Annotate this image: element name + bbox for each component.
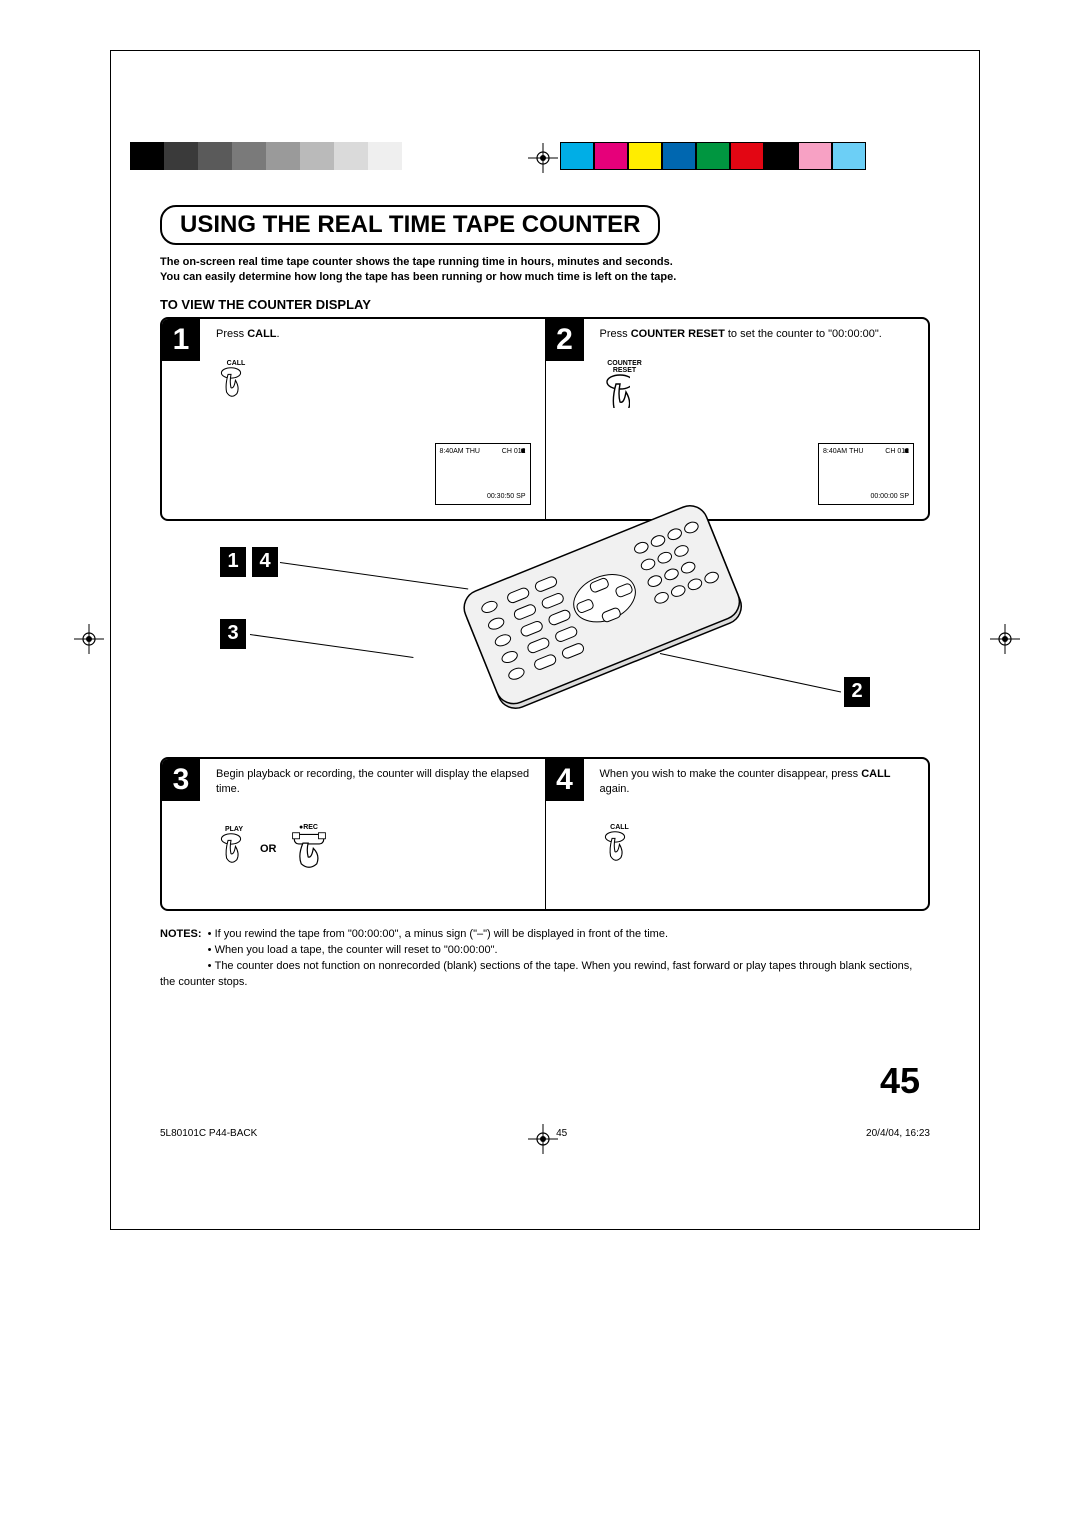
hand-press-rec-icon xyxy=(285,831,333,869)
osd-sp: SP xyxy=(900,493,909,500)
footer-timestamp: 20/4/04, 16:23 xyxy=(866,1128,930,1139)
step-text: Press COUNTER RESET to set the counter t… xyxy=(600,327,919,342)
intro-line-1: The on-screen real time tape counter sho… xyxy=(160,256,673,268)
text: Press xyxy=(600,328,631,340)
bold-text: CALL xyxy=(247,328,276,340)
press-call-icon: CALL xyxy=(216,360,535,406)
button-label: ●REC xyxy=(285,824,333,831)
callout-2: 2 xyxy=(844,677,870,707)
step-number: 3 xyxy=(162,759,200,801)
page-content: USING THE REAL TIME TAPE COUNTER The on-… xyxy=(160,205,930,990)
remote-control-icon xyxy=(410,497,790,757)
remote-diagram: 1 4 3 2 xyxy=(160,527,930,757)
hand-press-icon xyxy=(600,374,630,408)
press-counter-reset-icon: COUNTER RESET xyxy=(600,360,919,413)
callout-4: 4 xyxy=(252,547,278,577)
step-1: 1 Press CALL. CALL ■ 8:40AM THU CH 012 0… xyxy=(162,319,545,519)
note-2: When you load a tape, the counter will r… xyxy=(215,944,498,956)
registration-mark-icon xyxy=(528,143,558,173)
step-number: 4 xyxy=(546,759,584,801)
step-4: 4 When you wish to make the counter disa… xyxy=(545,759,929,909)
hand-press-icon xyxy=(216,833,246,867)
press-call-icon: CALL xyxy=(600,824,919,870)
note-1: If you rewind the tape from "00:00:00", … xyxy=(215,928,668,940)
step-number: 2 xyxy=(546,319,584,361)
step-text: Begin playback or recording, the counter… xyxy=(216,767,535,797)
osd-time: 8:40AM THU xyxy=(823,448,863,455)
stop-icon: ■ xyxy=(904,446,909,455)
footer-doc-id: 5L80101C P44-BACK xyxy=(160,1128,257,1139)
text: 8:40AM xyxy=(440,448,464,455)
page-number: 45 xyxy=(880,1060,920,1102)
text: 8:40AM xyxy=(823,448,847,455)
step-2: 2 Press COUNTER RESET to set the counter… xyxy=(545,319,929,519)
footer: 5L80101C P44-BACK 45 20/4/04, 16:23 xyxy=(160,1128,930,1139)
button-label: CALL xyxy=(216,360,256,367)
text: . xyxy=(277,328,280,340)
text: again. xyxy=(600,783,630,795)
footer-page: 45 xyxy=(556,1128,567,1139)
step-row-2: 3 Begin playback or recording, the count… xyxy=(160,757,930,911)
registration-mark-icon xyxy=(990,624,1020,654)
callout-1: 1 xyxy=(220,547,246,577)
step-text: When you wish to make the counter disapp… xyxy=(600,767,919,797)
play-or-rec-icon: PLAY OR ●REC xyxy=(216,824,535,874)
hand-press-icon xyxy=(216,367,246,401)
stop-icon: ■ xyxy=(521,446,526,455)
page-title: USING THE REAL TIME TAPE COUNTER xyxy=(160,205,660,245)
step-row-1: 1 Press CALL. CALL ■ 8:40AM THU CH 012 0… xyxy=(160,317,930,521)
color-calibration-bar xyxy=(560,142,866,170)
intro-text: The on-screen real time tape counter sho… xyxy=(160,255,930,285)
hand-press-icon xyxy=(600,831,630,865)
step-number: 1 xyxy=(162,319,200,361)
bold-text: COUNTER RESET xyxy=(631,328,725,340)
step-text: Press CALL. xyxy=(216,327,535,342)
button-label: CALL xyxy=(600,824,640,831)
pointer-line xyxy=(250,634,414,658)
rec-button-group: ●REC xyxy=(285,824,333,874)
notes-label: NOTES: xyxy=(160,928,202,940)
play-button-group: PLAY xyxy=(216,826,252,872)
registration-mark-icon xyxy=(74,624,104,654)
note-3: The counter does not function on nonreco… xyxy=(160,960,912,988)
notes-block: NOTES: • If you rewind the tape from "00… xyxy=(160,927,930,991)
osd-time: 8:40AM THU xyxy=(440,448,480,455)
step-3: 3 Begin playback or recording, the count… xyxy=(162,759,545,909)
osd-counter: 00:00:00 xyxy=(870,493,897,500)
text: When you wish to make the counter disapp… xyxy=(600,768,862,780)
bold-text: CALL xyxy=(861,768,890,780)
text: THU xyxy=(849,448,863,455)
text: Press xyxy=(216,328,247,340)
osd-display: ■ 8:40AM THU CH 012 00:30:50 SP xyxy=(435,443,531,505)
or-label: OR xyxy=(260,843,277,855)
grayscale-calibration-bar xyxy=(130,142,436,170)
text: THU xyxy=(466,448,480,455)
button-label: PLAY xyxy=(216,826,252,833)
section-heading: TO VIEW THE COUNTER DISPLAY xyxy=(160,297,930,312)
osd-display: ■ 8:40AM THU CH 012 00:00:00 SP xyxy=(818,443,914,505)
button-label: COUNTER RESET xyxy=(600,360,650,374)
intro-line-2: You can easily determine how long the ta… xyxy=(160,271,676,283)
callout-3: 3 xyxy=(220,619,246,649)
text: to set the counter to "00:00:00". xyxy=(725,328,882,340)
